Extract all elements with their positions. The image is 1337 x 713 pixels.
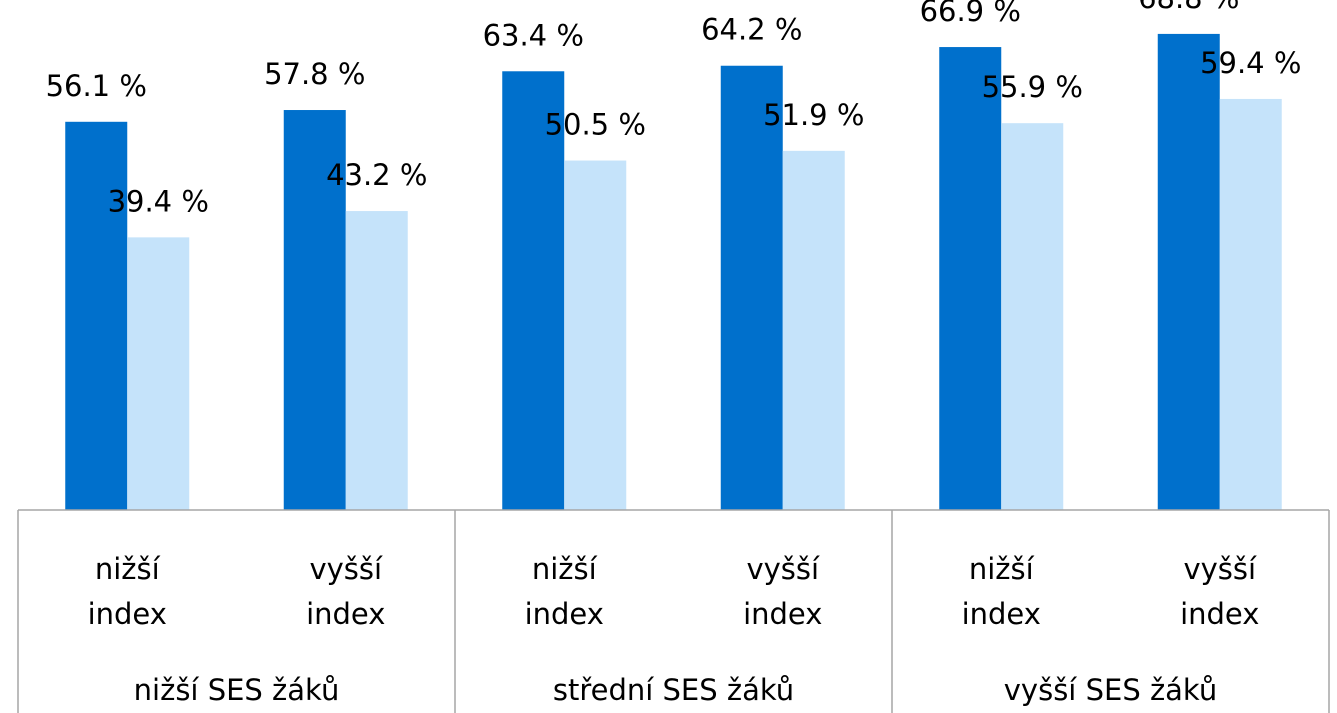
value-label: 68.8 % (1138, 0, 1239, 15)
value-label: 63.4 % (483, 18, 584, 52)
bar (939, 47, 1002, 510)
x-tick-label: nižší index (87, 552, 167, 631)
value-label: 51.9 % (763, 98, 864, 132)
value-label: 57.8 % (264, 57, 365, 91)
bar (283, 110, 346, 511)
bar (345, 211, 408, 510)
x-tick-label: nižší index (524, 552, 604, 631)
bar (65, 121, 128, 510)
group-label: vyšší SES žáků (1003, 673, 1218, 707)
value-label: 56.1 % (46, 69, 147, 103)
group-label: nižší SES žáků (133, 673, 340, 707)
x-tick-label: vyšší index (306, 552, 386, 631)
value-label: 66.9 % (920, 0, 1021, 28)
x-tick-label: vyšší index (743, 552, 823, 631)
x-tick-label: nižší index (961, 552, 1041, 631)
bar (127, 237, 190, 511)
value-label: 55.9 % (982, 70, 1083, 104)
value-label: 59.4 % (1200, 46, 1301, 80)
x-tick-label: vyšší index (1180, 552, 1260, 631)
value-label: 43.2 % (326, 158, 427, 192)
bar (1219, 98, 1282, 510)
value-label: 39.4 % (108, 184, 209, 218)
bar (1157, 33, 1220, 510)
value-label: 50.5 % (545, 108, 646, 142)
bar (782, 150, 845, 511)
bar (1001, 123, 1064, 510)
value-label: 64.2 % (701, 13, 802, 47)
group-label: střední SES žáků (552, 673, 795, 707)
bar (502, 71, 565, 510)
bar (720, 65, 783, 510)
bar (564, 160, 627, 511)
